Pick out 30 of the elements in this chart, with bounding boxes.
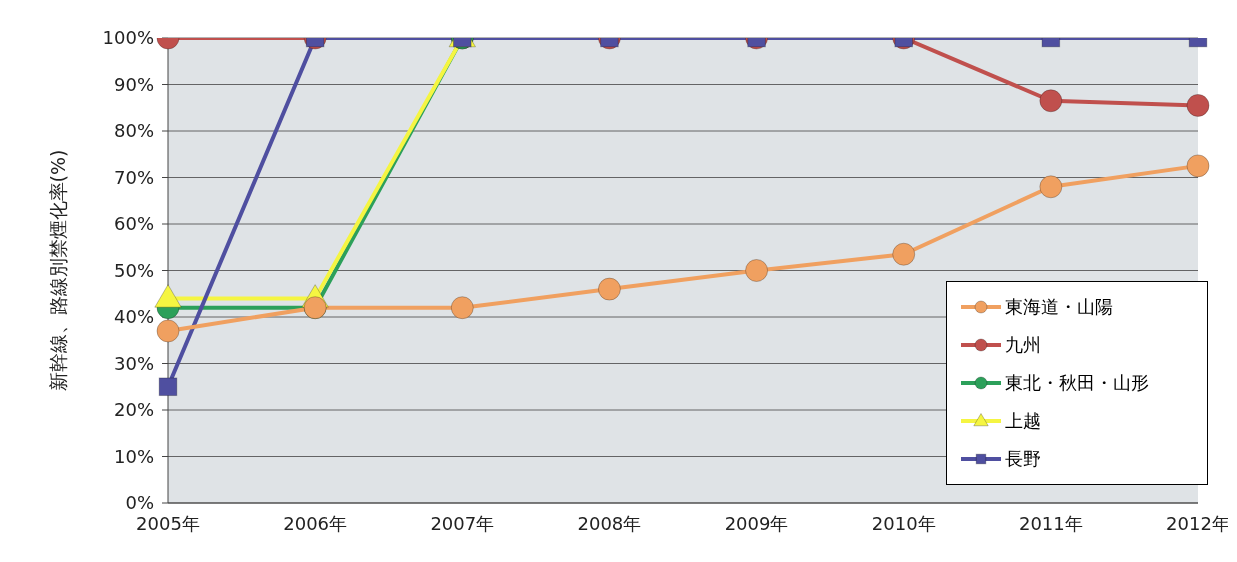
point	[597, 277, 621, 301]
x-tick-label: 2010年	[871, 512, 936, 534]
point	[158, 377, 178, 397]
point	[892, 242, 916, 266]
point	[745, 259, 769, 282]
legend-label: 九州	[1005, 333, 1041, 357]
y-tick-label: 40%	[113, 306, 154, 328]
x-tick-label: 2005年	[136, 512, 200, 534]
y-tick-label: 90%	[113, 73, 154, 95]
x-tick-label: 2009年	[724, 512, 789, 534]
x-tick-label: 2006年	[283, 512, 348, 534]
x-tick-label: 2007年	[430, 512, 495, 534]
y-axis-title: 新幹線、路線別禁煙化率(%)	[46, 149, 69, 392]
y-tick-label: 50%	[113, 259, 154, 281]
y-tick-label: 80%	[113, 120, 154, 142]
x-tick-label: 2011年	[1018, 512, 1083, 534]
y-tick-label: 10%	[113, 445, 154, 467]
y-tick-label: 30%	[113, 352, 154, 374]
legend-label: 東北・秋田・山形	[1005, 371, 1149, 395]
y-tick-label: 0%	[125, 492, 154, 514]
y-tick-label: 100%	[102, 27, 154, 49]
legend-label: 上越	[1005, 409, 1041, 433]
y-tick-label: 20%	[113, 399, 154, 421]
point	[156, 319, 180, 343]
legend-label: 長野	[1005, 447, 1041, 471]
legend-label: 東海道・山陽	[1005, 295, 1113, 319]
x-tick-label: 2008年	[577, 512, 642, 534]
point	[450, 296, 474, 320]
y-tick-label: 70%	[113, 166, 154, 188]
y-tick-label: 60%	[113, 213, 154, 235]
